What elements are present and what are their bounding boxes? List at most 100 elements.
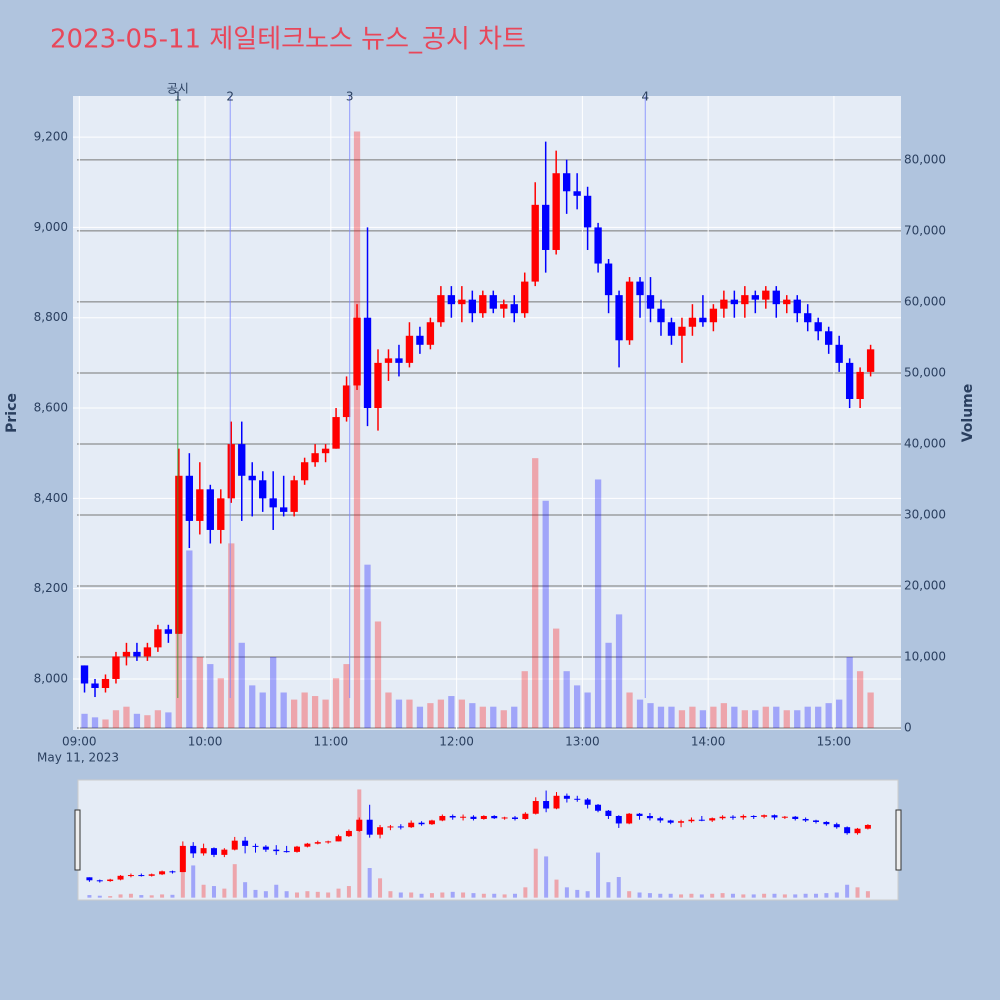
candle-body [562,173,571,192]
candle-body [395,358,403,363]
mini-volume-bar [284,891,289,898]
candle-body [835,344,843,363]
mini-volume-bar [824,893,829,898]
x-tick-label: 12:00 [439,735,474,749]
mini-candle-body [833,824,840,828]
mini-candle-body [294,846,301,852]
mini-volume-bar [398,892,403,898]
mini-candle-body [397,826,404,828]
mini-volume-bar [378,878,383,898]
volume-bar [207,664,214,728]
mini-volume-bar [699,894,704,898]
volume-bar [270,656,277,728]
mini-candle-body [439,815,446,821]
volume-bar [647,703,654,728]
volume-bar [815,706,822,728]
mini-candle-body [242,840,249,846]
volume-bar [238,642,245,728]
volume-bar [594,479,602,728]
volume-bar [563,671,570,728]
mini-candle-body [771,815,778,818]
x-tick-label: 10:00 [188,735,223,749]
mini-volume-bar [762,893,767,898]
candle-body [185,475,194,521]
volume-bar [112,710,120,728]
range-slider[interactable] [77,779,899,901]
mini-candle-body [761,815,768,817]
candle-body [143,647,152,657]
mini-candle-body [657,818,664,821]
mini-volume-bar [845,884,850,898]
candle-body [259,480,267,499]
candle-body [280,507,288,512]
volume-bar [385,692,392,728]
y2-tick-label: 60,000 [904,294,946,308]
mini-candle-body [501,817,508,819]
candle-body [405,335,414,363]
mini-candle-body [387,826,394,828]
mini-volume-bar [191,865,196,898]
mini-candle-body [200,848,207,854]
volume-bar [249,685,256,728]
mini-candle-body [709,818,716,821]
mini-volume-bar [201,884,206,898]
mini-volume-bar [481,893,486,898]
candle-body [196,489,204,521]
y2-tick-label: 0 [904,720,912,734]
candle-body [804,313,812,323]
mini-volume-bar [865,891,870,898]
mini-candle-body [563,795,570,799]
mini-volume-bar [180,858,185,898]
mini-candle-body [605,810,612,816]
slider-handle[interactable] [74,809,81,871]
y2-tick-label: 10,000 [904,649,946,663]
mini-candle-body [522,813,529,819]
y2-tick-label: 40,000 [904,436,946,450]
candle-body [866,349,875,372]
candle-body [447,295,456,305]
mini-candle-body [678,821,685,823]
volume-bar [553,628,560,728]
mini-candle-body [719,816,726,819]
candle-body [290,480,298,512]
mini-volume-bar [782,894,787,898]
volume-bar [416,706,424,728]
volume-bar [678,710,686,728]
x-tick-label: 14:00 [691,735,726,749]
mini-candle-body [304,843,311,847]
candle-body [332,417,340,449]
mini-volume-bar [450,891,455,898]
mini-candle-body [325,841,332,843]
y-tick-label: 9,200 [34,130,68,144]
mini-candle-body [636,813,643,816]
volume-bar [123,706,130,728]
mini-volume-bar [388,891,393,898]
mini-candle-body [802,818,809,821]
volume-bar [490,706,497,728]
volume-bar [710,706,717,728]
mini-volume-bar [554,879,559,898]
candle-body [458,299,466,305]
y-axis-title: Price [4,393,20,433]
volume-bar [521,671,528,728]
y2-tick-label: 70,000 [904,223,946,237]
mini-volume-bar [637,892,642,898]
volume-bar [186,550,193,728]
volume-bar [291,699,298,728]
mini-volume-bar [772,893,777,898]
mini-volume-bar [855,887,860,898]
candle-body [416,335,424,345]
volume-bar [720,703,728,728]
mini-volume-bar [222,888,227,898]
mini-candle-body [823,821,830,825]
candle-body [321,448,330,454]
mini-candle-body [377,827,384,835]
mini-volume-bar [533,848,538,898]
volume-bar [762,706,769,728]
candle-body [437,295,445,323]
slider-handle[interactable] [895,809,902,871]
candle-body [206,489,214,530]
candle-body [269,498,277,508]
mini-volume-bar [87,895,92,898]
volume-bar [500,710,507,728]
